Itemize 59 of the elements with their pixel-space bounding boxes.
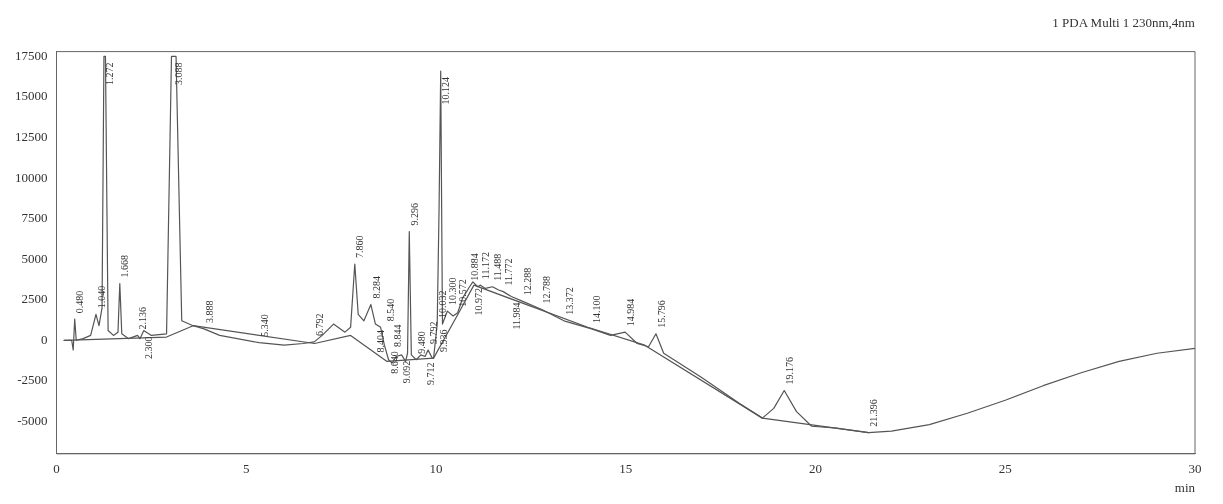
y-tick-label: 2500 (21, 291, 48, 307)
annotation: 8.404 (375, 330, 387, 353)
x-tick-label: 20 (809, 461, 822, 477)
annotation: 14.100 (591, 295, 603, 323)
annotation: 6.792 (313, 313, 325, 336)
y-tick-label: 17500 (15, 47, 48, 63)
annotation: 0.480 (74, 290, 86, 314)
y-tick-label: 10000 (15, 169, 48, 185)
x-tick-label: 5 (243, 461, 250, 477)
x-tick-label: 15 (619, 461, 633, 477)
annotation: 3.088 (173, 62, 185, 85)
annotation: 8.844 (391, 324, 403, 347)
annotation: 1.272 (104, 62, 116, 85)
chart-title: 1 PDA Multi 1 230nm,4nm (1052, 15, 1195, 31)
annotation: 9.792 (427, 321, 439, 345)
annotation: 9.936 (438, 329, 450, 353)
annotation: 10.572 (457, 279, 469, 307)
y-tick-label: -5000 (17, 412, 48, 428)
y-tick-label: -2500 (17, 372, 48, 388)
annotation: 9.296 (408, 203, 420, 226)
annotation: 7.860 (354, 235, 366, 259)
annotation: 10.032 (436, 290, 448, 319)
annotation: 13.372 (563, 287, 575, 315)
y-tick-label: 15000 (15, 88, 48, 104)
annotation: 10.884 (469, 253, 481, 281)
annotation: 8.540 (385, 298, 397, 322)
y-tick-label: 7500 (21, 210, 48, 226)
x-tick-label: 25 (998, 461, 1012, 477)
x-tick-label: 0 (53, 461, 60, 477)
y-tick-label: 5000 (21, 250, 48, 266)
annotation: 11.772 (502, 258, 514, 286)
annotation: 8.640 (389, 351, 401, 374)
annotation: 14.984 (624, 298, 636, 327)
annotation: 15.796 (655, 300, 667, 328)
annotation: 1.040 (95, 285, 107, 309)
annotation: 10.124 (440, 77, 452, 105)
annotation: 9.712 (424, 362, 436, 385)
x-axis-title: min (1174, 479, 1196, 495)
annotation: 12.288 (522, 267, 534, 296)
annotation: 9.092 (401, 360, 413, 384)
annotation: 3.888 (203, 300, 215, 323)
annotation: 11.172 (480, 251, 492, 280)
annotation: 9.480 (415, 331, 427, 354)
y-tick-label: 0 (41, 331, 48, 347)
annotation: 1.668 (119, 255, 131, 278)
annotation: 8.284 (370, 276, 382, 299)
annotation: 11.984 (510, 302, 522, 330)
annotation: 5.340 (258, 314, 270, 337)
x-tick-label: 10 (429, 461, 443, 477)
annotation: 2.136 (137, 306, 149, 330)
y-tick-label: 12500 (15, 128, 48, 144)
annotation: 12.788 (541, 275, 553, 304)
annotation: 10.300 (447, 277, 459, 306)
annotation: 2.300 (143, 336, 155, 360)
x-tick-label: 30 (1188, 461, 1202, 477)
annotation: 19.176 (783, 357, 795, 385)
annotation: 10.972 (472, 287, 484, 316)
annotation: 21.396 (868, 399, 880, 427)
annotation: 11.488 (492, 253, 504, 281)
